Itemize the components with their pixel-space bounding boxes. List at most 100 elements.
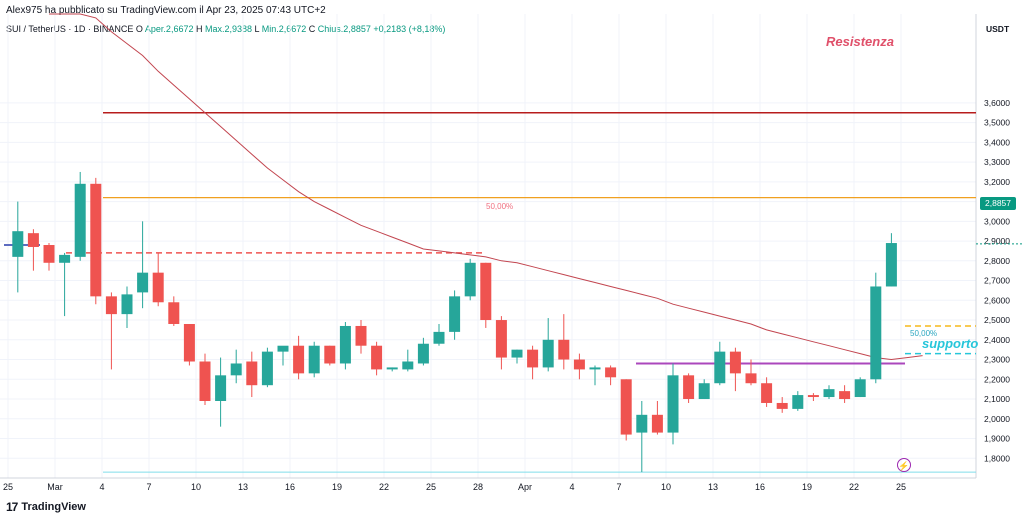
candle-body bbox=[417, 343, 429, 364]
candle-body bbox=[277, 345, 289, 352]
close-value: Chius.2,8857 bbox=[317, 24, 371, 34]
candle-body bbox=[464, 262, 476, 297]
y-tick-label: 3,0000 bbox=[984, 216, 1010, 226]
candle-body bbox=[558, 339, 570, 360]
candle-body bbox=[199, 361, 211, 401]
y-tick-label: 3,4000 bbox=[984, 137, 1010, 147]
candle-body bbox=[386, 367, 398, 370]
candle-body bbox=[823, 389, 835, 398]
candle-body bbox=[121, 294, 133, 315]
candle-body bbox=[885, 243, 897, 287]
candle-body bbox=[651, 414, 663, 433]
change-value: +0,2183 (+8,18%) bbox=[373, 24, 446, 34]
candle-body bbox=[527, 349, 539, 368]
candle-body bbox=[683, 375, 695, 400]
x-tick-label: Apr bbox=[518, 482, 532, 492]
x-tick-label: 16 bbox=[285, 482, 295, 492]
support-annotation: supporto bbox=[922, 336, 979, 351]
y-tick-label: 2,7000 bbox=[984, 276, 1010, 286]
candle-body bbox=[308, 345, 320, 374]
candle-body bbox=[261, 351, 273, 386]
candle-body bbox=[215, 375, 227, 401]
x-tick-label: 7 bbox=[146, 482, 151, 492]
candle-body bbox=[839, 391, 851, 400]
y-tick-label: 2,3000 bbox=[984, 355, 1010, 365]
candle-body bbox=[698, 383, 710, 400]
x-tick-label: 13 bbox=[708, 482, 718, 492]
x-tick-label: 7 bbox=[616, 482, 621, 492]
x-tick-label: 25 bbox=[426, 482, 436, 492]
candle-body bbox=[43, 245, 55, 263]
x-tick-label: 22 bbox=[849, 482, 859, 492]
candle-body bbox=[371, 345, 383, 370]
y-tick-label: 3,5000 bbox=[984, 118, 1010, 128]
candle-body bbox=[168, 302, 180, 324]
candle-body bbox=[729, 351, 741, 374]
y-tick-label: 3,2000 bbox=[984, 177, 1010, 187]
moving-average-line bbox=[49, 13, 923, 361]
candle-body bbox=[12, 231, 24, 257]
candle-body bbox=[339, 325, 351, 364]
y-tick-label: 3,3000 bbox=[984, 157, 1010, 167]
close-label: C bbox=[308, 24, 316, 34]
candle-body bbox=[745, 373, 757, 384]
candle-body bbox=[246, 361, 258, 386]
candle-body bbox=[402, 361, 414, 370]
candle-body bbox=[105, 296, 117, 315]
x-tick-label: 25 bbox=[3, 482, 13, 492]
candle-body bbox=[230, 363, 242, 376]
x-tick-label: Mar bbox=[47, 482, 63, 492]
candle-body bbox=[355, 325, 367, 346]
x-tick-label: 16 bbox=[755, 482, 765, 492]
candle-body bbox=[620, 379, 632, 435]
fib-top-label: 50,00% bbox=[486, 202, 514, 211]
x-tick-label: 4 bbox=[569, 482, 574, 492]
high-label: H bbox=[195, 24, 203, 34]
candle-body bbox=[183, 323, 195, 362]
symbol-name[interactable]: SUI / TetherUS · 1D · BINANCE bbox=[6, 24, 134, 34]
candle-body bbox=[59, 254, 71, 263]
candle-body bbox=[433, 331, 445, 344]
candle-body bbox=[589, 367, 601, 370]
y-tick-label: 2,9000 bbox=[984, 236, 1010, 246]
low-label: L bbox=[254, 24, 260, 34]
x-tick-label: 22 bbox=[379, 482, 389, 492]
candle-body bbox=[511, 349, 523, 358]
candle-body bbox=[90, 183, 102, 297]
x-tick-label: 19 bbox=[802, 482, 812, 492]
candle-body bbox=[27, 233, 39, 247]
x-tick-label: 10 bbox=[191, 482, 201, 492]
tradingview-logo[interactable]: 17 TradingView bbox=[6, 500, 86, 514]
candle-body bbox=[573, 359, 585, 370]
low-value: Min.2,6672 bbox=[261, 24, 307, 34]
candle-body bbox=[152, 272, 164, 303]
x-tick-label: 19 bbox=[332, 482, 342, 492]
y-tick-label: 2,4000 bbox=[984, 335, 1010, 345]
y-tick-label: 2,6000 bbox=[984, 295, 1010, 305]
lightning-icon[interactable]: ⚡ bbox=[897, 458, 911, 472]
candle-body bbox=[807, 395, 819, 398]
candle-body bbox=[667, 375, 679, 433]
x-tick-label: 13 bbox=[238, 482, 248, 492]
last-price-tag: 2,8857 bbox=[980, 197, 1016, 210]
y-tick-label: 2,2000 bbox=[984, 374, 1010, 384]
candle-body bbox=[792, 395, 804, 409]
x-tick-label: 10 bbox=[661, 482, 671, 492]
candle-body bbox=[761, 383, 773, 403]
symbol-info-line: SUI / TetherUS · 1D · BINANCE O Aper.2,6… bbox=[6, 24, 445, 34]
high-value: Max.2,9388 bbox=[205, 24, 253, 34]
candle-body bbox=[449, 296, 461, 332]
open-label: O bbox=[135, 24, 143, 34]
candle-body bbox=[714, 351, 726, 384]
candle-body bbox=[324, 345, 336, 364]
candle-body bbox=[636, 414, 648, 433]
candle-body bbox=[137, 272, 149, 293]
publisher-header: Alex975 ha pubblicato su TradingView.com… bbox=[6, 5, 326, 16]
x-tick-label: 4 bbox=[99, 482, 104, 492]
candle-body bbox=[495, 320, 507, 358]
resistance-annotation: Resistenza bbox=[826, 34, 894, 49]
tradingview-mark-icon: 17 bbox=[6, 500, 18, 514]
candle-body bbox=[776, 402, 788, 409]
y-tick-label: 1,8000 bbox=[984, 453, 1010, 463]
